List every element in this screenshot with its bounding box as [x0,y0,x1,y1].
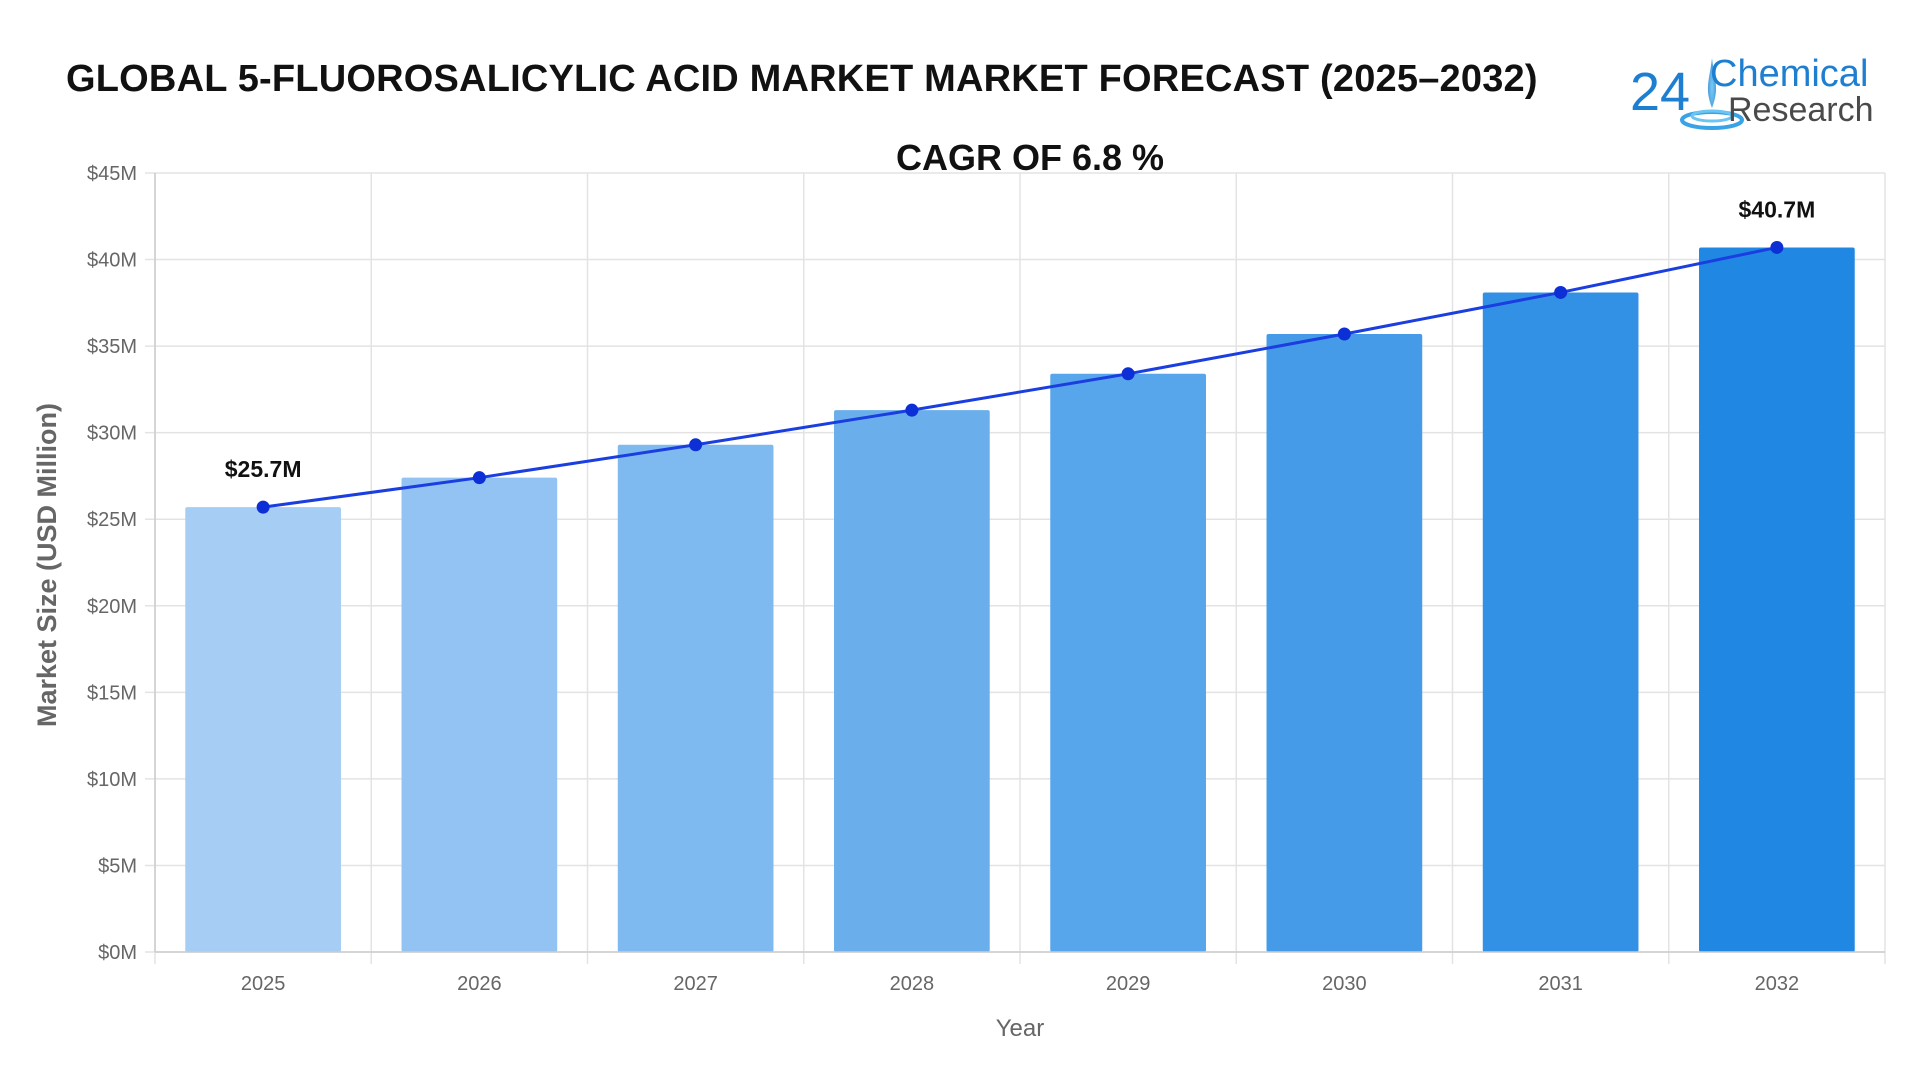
trend-point-2026 [472,471,486,485]
x-tick-label: 2028 [890,973,935,995]
x-tick-label: 2025 [241,973,286,995]
y-tick-label: $45M [87,163,137,185]
trend-point-2032 [1770,240,1784,254]
y-tick-label: $35M [87,336,137,358]
chart-subtitle: CAGR OF 6.8 % [895,137,1165,178]
trend-point-2028 [905,403,919,417]
trend-point-2031 [1554,285,1568,299]
bar-2029 [1050,373,1206,952]
data-label: $25.7M [225,456,302,482]
logo-line1: Chemical [1710,53,1868,95]
bar-2028 [834,410,990,952]
bar-2026 [401,477,558,952]
trend-point-2025 [256,500,270,514]
x-tick-label: 2027 [673,973,718,995]
bar-2032 [1699,247,1855,953]
logo-number: 24 [1630,62,1690,122]
x-tick-label: 2031 [1538,973,1583,995]
logo-line2: Research [1728,91,1874,129]
trend-point-2030 [1337,327,1351,341]
bar-2027 [617,444,774,952]
bar-layer [185,247,1855,953]
x-axis-title: Year [996,1015,1045,1042]
chart-title: GLOBAL 5-FLUOROSALICYLIC ACID MARKET MAR… [66,58,1538,100]
data-label: $40.7M [1739,196,1816,222]
bar-2025 [185,507,341,952]
line-layer: $25.7M $40.7M [225,196,1816,514]
company-logo: 24 Chemical Research [1630,53,1874,130]
bar-2031 [1482,292,1639,952]
y-tick-label: $20M [87,596,137,618]
y-tick-label: $15M [87,682,137,704]
y-tick-label: $25M [87,509,137,531]
x-tick-label: 2026 [457,973,502,995]
trend-line [262,245,1778,509]
y-tick-label: $0M [98,942,137,964]
x-tick-label: 2030 [1322,973,1367,995]
bar-2030 [1266,333,1423,952]
y-tick-label: $10M [87,769,137,791]
x-tick-label: 2032 [1755,973,1800,995]
y-tick-label: $40M [87,250,137,272]
trend-point-2029 [1121,367,1135,381]
y-axis-title: Market Size (USD Million) [32,403,62,727]
y-tick-label: $30M [87,423,137,445]
y-tick-label: $5M [98,855,137,877]
x-tick-label: 2029 [1106,973,1151,995]
trend-point-2027 [689,438,703,452]
axis-layer: $0M $5M $10M $15M $20M $25M $30M $35M $40M $45M 20… [87,163,1885,995]
